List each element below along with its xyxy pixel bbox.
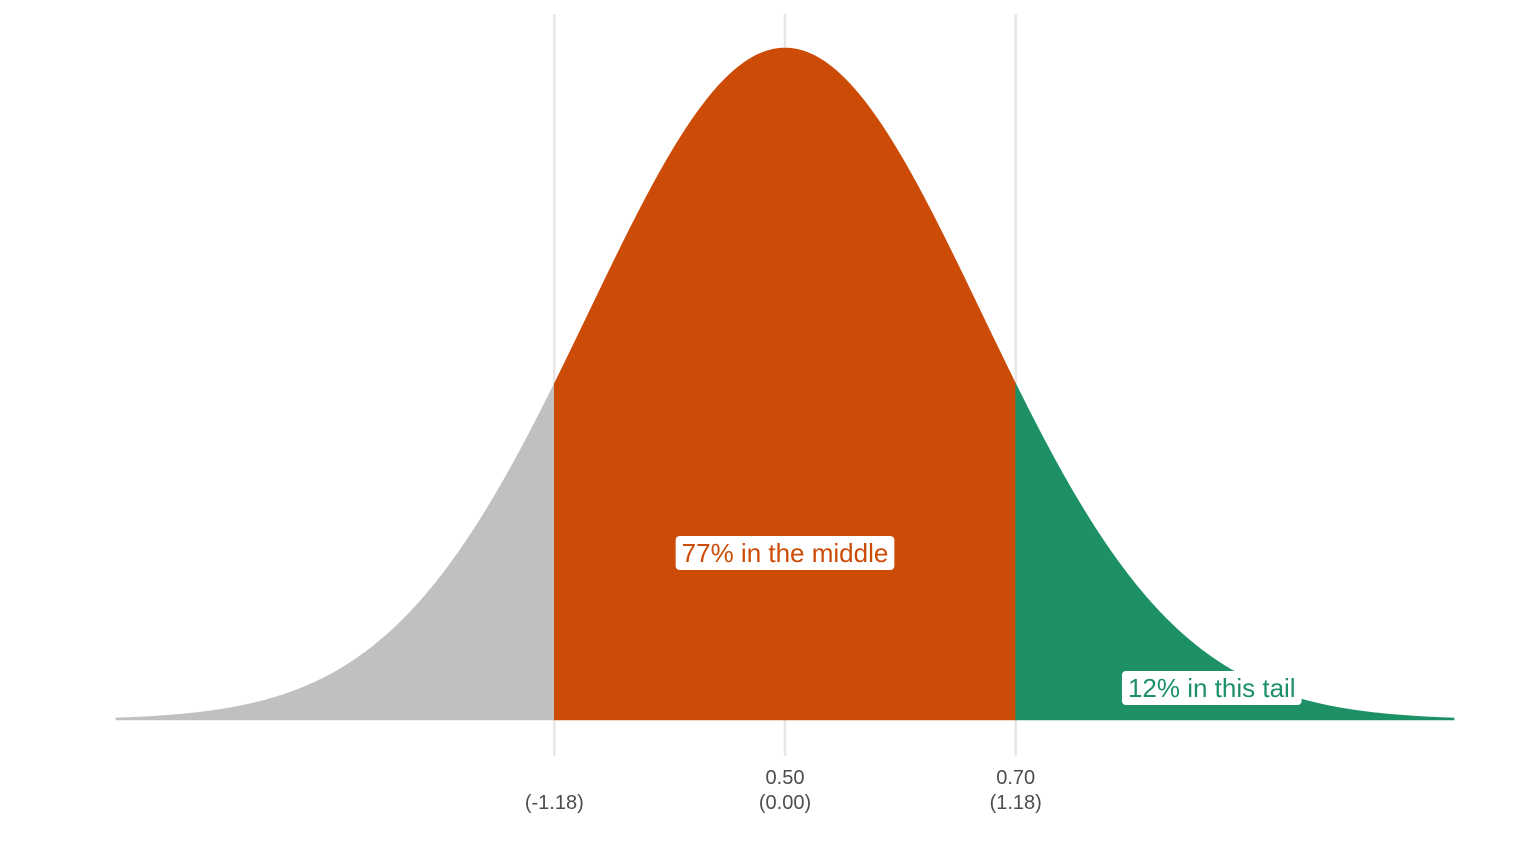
area-right-tail <box>1015 383 1455 721</box>
annotation-0: 77% in the middle <box>675 536 895 570</box>
annotation-text-0: 77% in the middle <box>682 538 889 568</box>
tick-z-label-0: (-1.18) <box>525 792 584 814</box>
tick-z-label-1: (0.00) <box>759 792 811 814</box>
annotation-text-1: 12% in this tail <box>1128 673 1296 703</box>
area-middle <box>554 47 1016 721</box>
density-areas <box>115 47 1455 721</box>
tick-label-1: 0.50 <box>766 767 805 789</box>
x-axis-ticks: (-1.18) 0.50 (0.00) 0.70 (1.18) <box>525 767 1042 814</box>
annotation-box-1 <box>1121 671 1302 705</box>
annotations: 77% in the middle 12% in this tail <box>675 536 1302 705</box>
tick-label-2: 0.70 <box>996 767 1035 789</box>
annotation-1: 12% in this tail <box>1121 671 1302 705</box>
annotation-box-0 <box>675 536 895 570</box>
tick-z-label-2: (1.18) <box>990 792 1042 814</box>
area-left-tail <box>115 383 555 721</box>
